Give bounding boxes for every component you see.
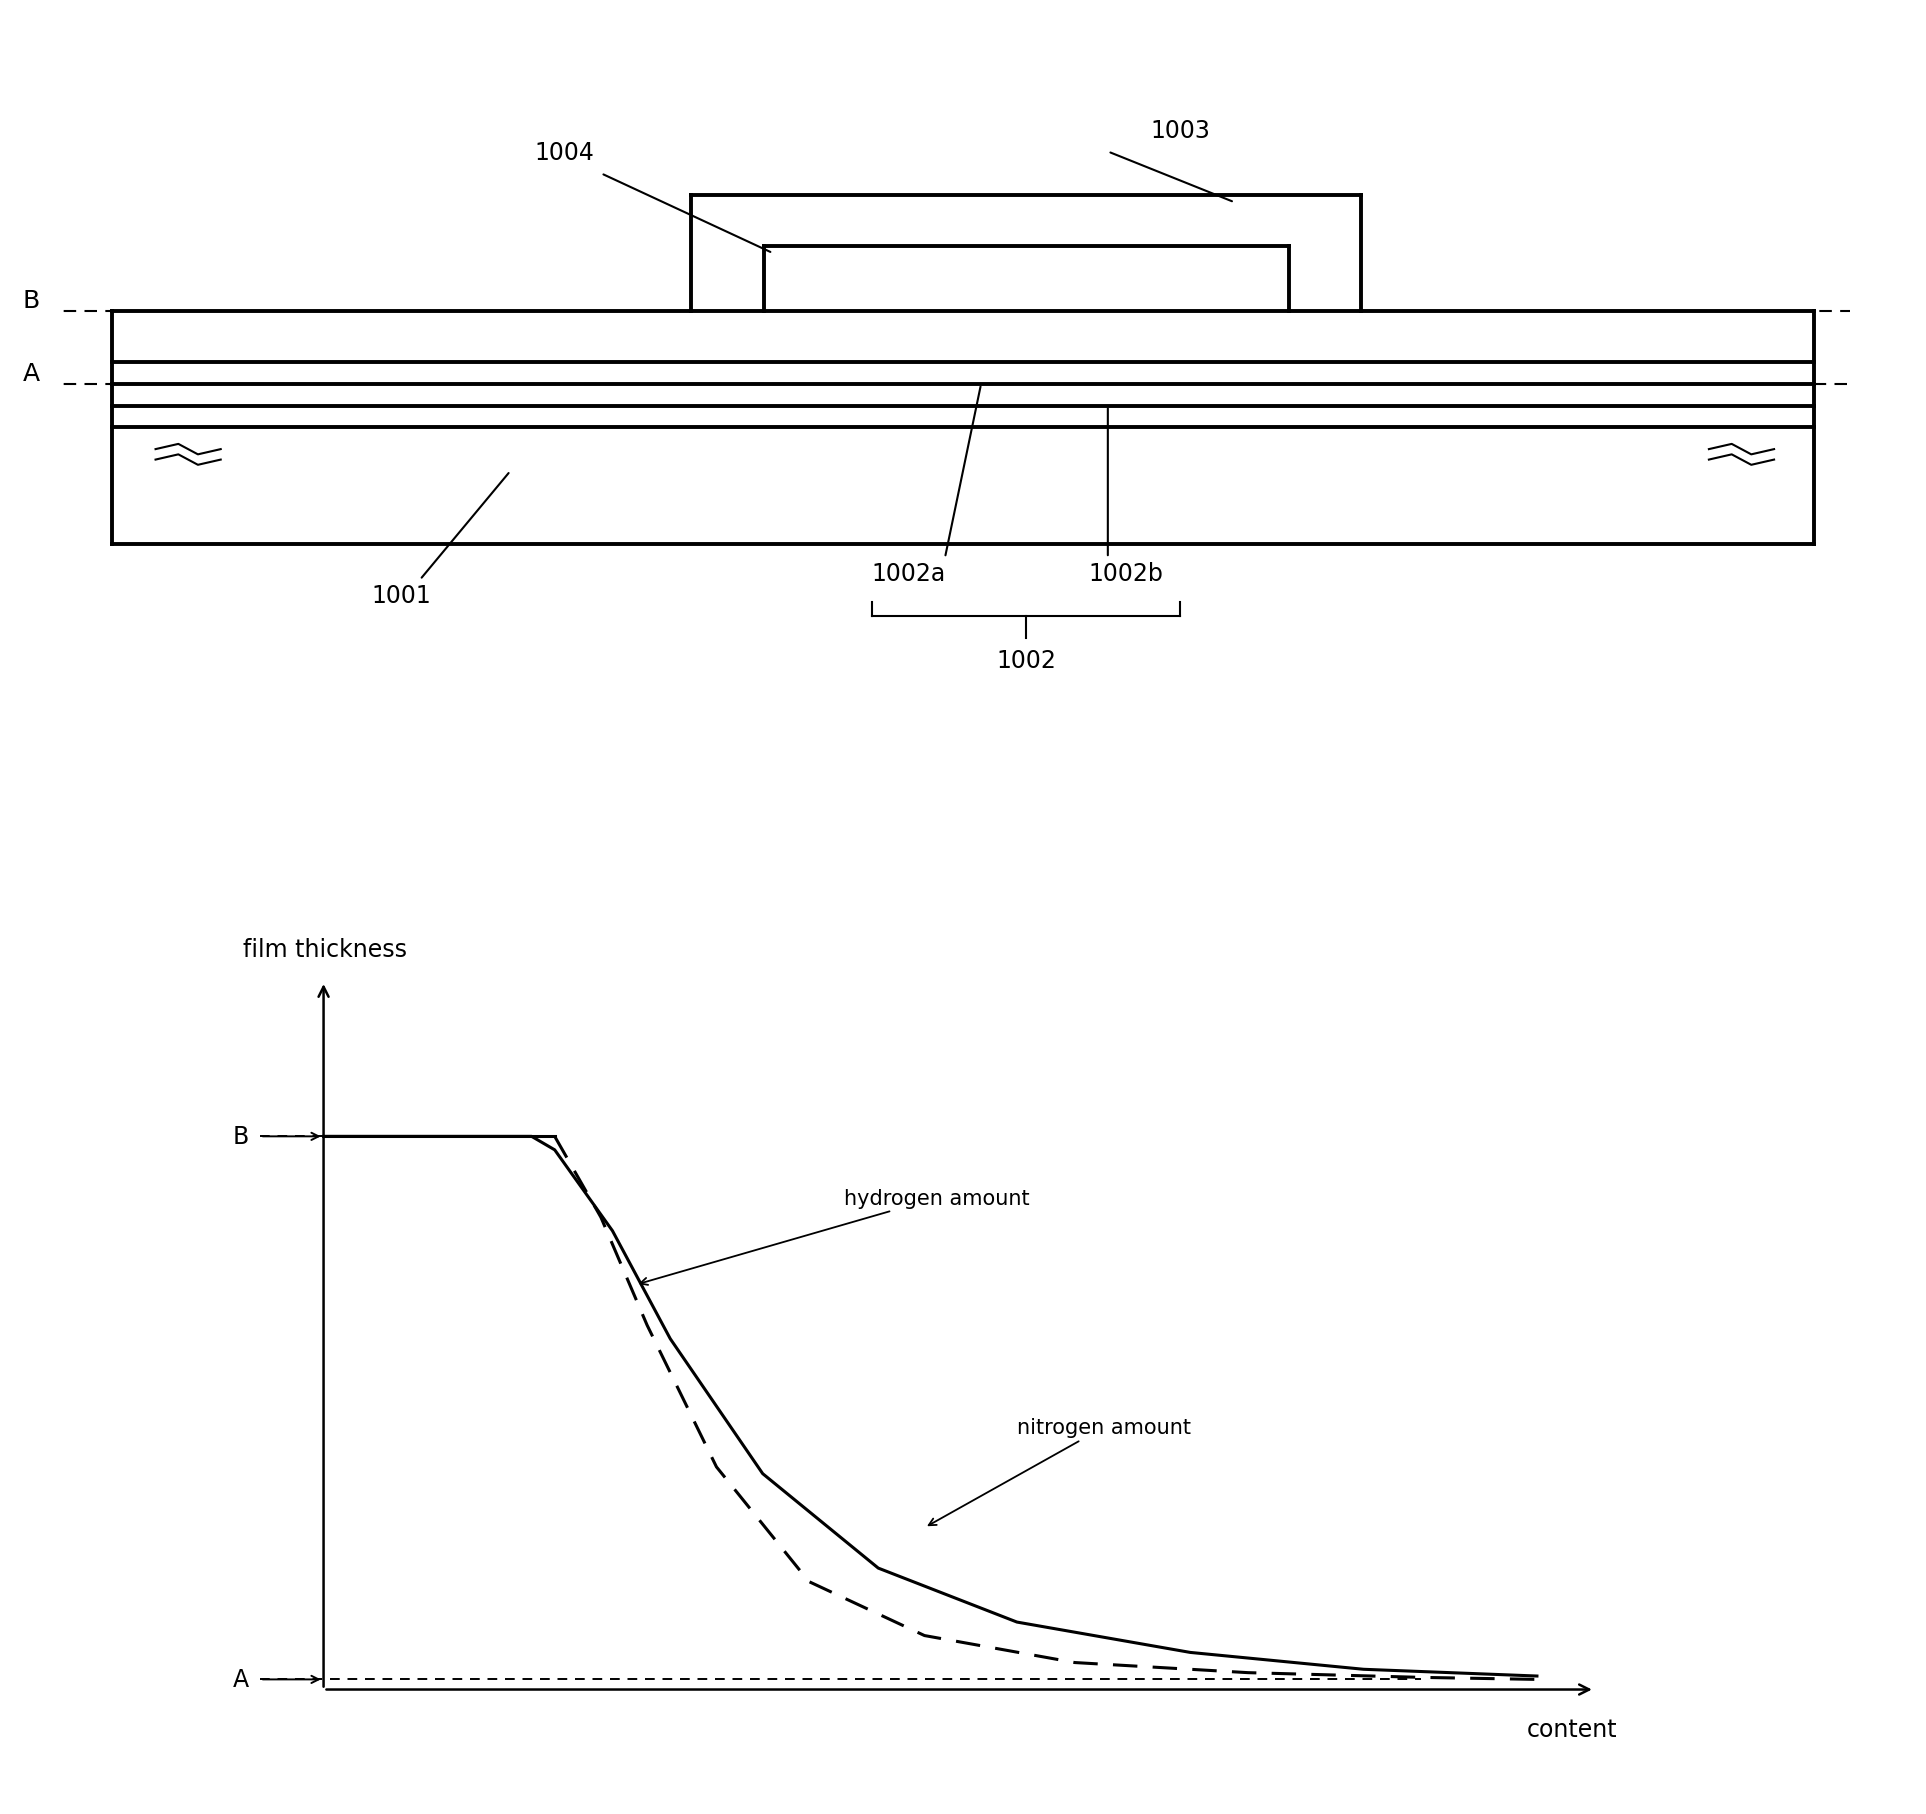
- Text: content: content: [1527, 1716, 1618, 1741]
- Text: B: B: [23, 288, 40, 314]
- Text: 1002: 1002: [996, 649, 1055, 673]
- Text: 1002b: 1002b: [1088, 562, 1163, 586]
- Text: 1003: 1003: [1150, 120, 1210, 143]
- Text: 1002a: 1002a: [872, 562, 946, 586]
- Text: nitrogen amount: nitrogen amount: [928, 1417, 1190, 1526]
- Text: film thickness: film thickness: [243, 938, 406, 961]
- Text: 1004: 1004: [535, 141, 595, 165]
- Text: A: A: [23, 361, 40, 386]
- Text: A: A: [233, 1667, 248, 1691]
- Text: B: B: [233, 1125, 248, 1148]
- Text: 1001: 1001: [372, 584, 431, 608]
- Text: hydrogen amount: hydrogen amount: [639, 1188, 1028, 1284]
